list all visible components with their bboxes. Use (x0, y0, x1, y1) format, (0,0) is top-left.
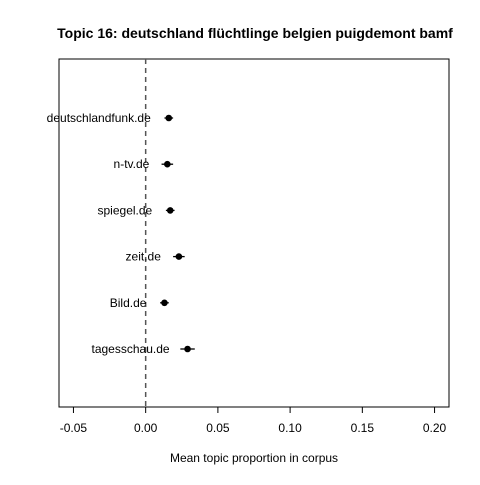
data-row: deutschlandfunk.de (47, 111, 174, 125)
points-layer: deutschlandfunk.de n-tv.de spiegel.de zeit.… (47, 111, 195, 356)
chart-title: Topic 16: deutschland flüchtlinge belgie… (57, 25, 453, 41)
data-row: Bild.de (110, 296, 169, 310)
x-tick-label: 0.00 (134, 421, 158, 435)
data-row: zeit.de (126, 250, 185, 264)
data-point (164, 160, 171, 168)
data-row: tagesschau.de (91, 342, 195, 356)
category-label: tagesschau.de (91, 342, 169, 356)
data-row: n-tv.de (114, 157, 174, 171)
x-tick-label: 0.10 (278, 421, 302, 435)
x-tick-label: 0.15 (351, 421, 375, 435)
data-row: spiegel.de (98, 203, 175, 217)
category-label: zeit.de (126, 250, 162, 264)
category-label: deutschlandfunk.de (47, 111, 151, 125)
x-tick-label: -0.05 (60, 421, 88, 435)
data-point (166, 207, 174, 214)
x-axis-label: Mean topic proportion in corpus (170, 451, 338, 465)
category-label: spiegel.de (98, 203, 153, 217)
category-label: n-tv.de (114, 157, 150, 171)
x-axis: -0.05 0.00 0.05 0.10 0.15 0.20 (60, 406, 447, 435)
data-point (165, 114, 173, 122)
category-label: Bild.de (110, 296, 147, 310)
data-point (175, 253, 183, 260)
data-point (161, 299, 168, 307)
x-tick-label: 0.05 (206, 421, 230, 435)
data-point (184, 345, 191, 353)
x-tick-label: 0.20 (423, 421, 447, 435)
